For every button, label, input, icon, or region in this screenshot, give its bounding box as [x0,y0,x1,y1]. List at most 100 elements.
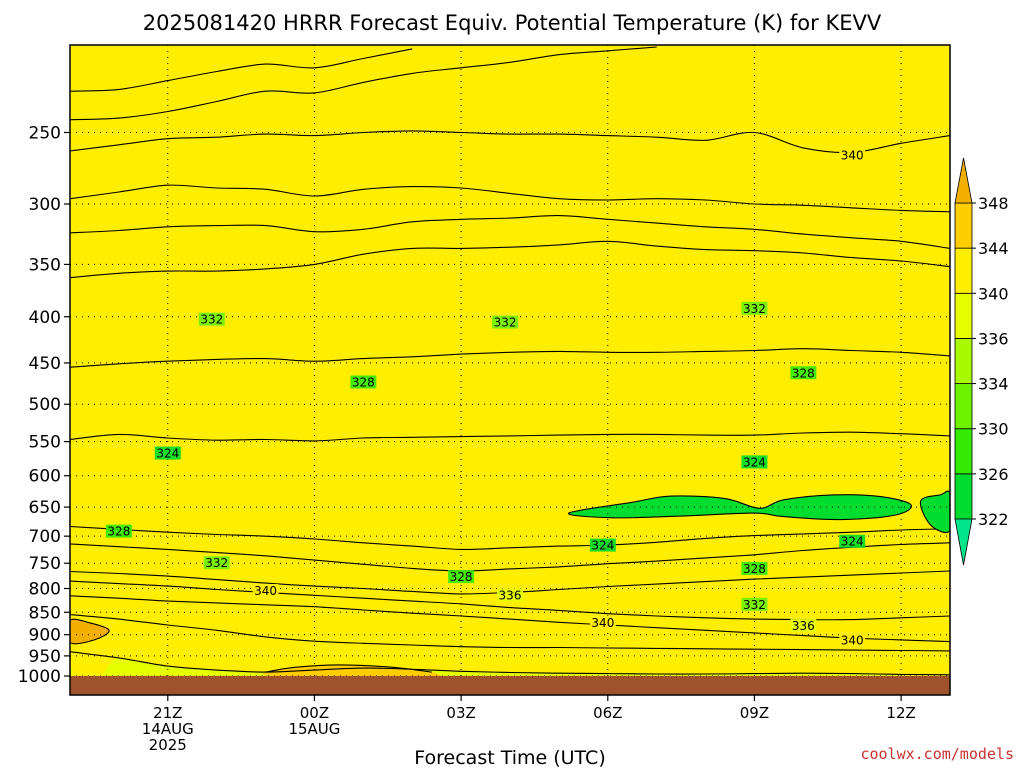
contour-label-text: 328 [352,375,375,389]
contour-label-text: 340 [841,148,864,162]
x-tick-label: 14AUG [142,720,194,738]
y-tick-label: 350 [29,255,61,275]
colorbar-extend-bottom [954,518,973,566]
contour-label: 340 [839,633,866,648]
contour-label: 332 [198,312,225,327]
y-tick-label: 550 [29,433,61,453]
y-tick-label: 250 [29,123,61,143]
contour-label: 328 [105,524,132,539]
contour-band-14 [70,45,950,695]
contour-label: 332 [492,315,519,330]
contour-label-bg [252,583,279,597]
contour-label: 332 [741,301,768,316]
y-tick-label: 800 [29,580,61,600]
colorbar: 322 326 330 334 336 340 344 348 [954,157,1009,566]
chart-title: 2025081420 HRRR Forecast Equiv. Potentia… [143,11,882,35]
contour-line-0 [70,48,413,92]
colorbar-label: 344 [978,239,1009,258]
contour-label-text: 328 [792,366,815,380]
x-tick-label: 03Z [446,704,475,722]
y-tick-label: 950 [29,647,61,667]
contour-label-bg [839,633,866,647]
contour-label-bg [589,615,616,629]
contour-label-text: 332 [205,556,228,570]
y-tick-label: 300 [29,195,61,215]
contour-label-bg [154,446,181,460]
contour-label-bg [790,618,817,632]
contour-line-4 [70,215,950,249]
colorbar-block [954,202,973,249]
x-tick-label: 09Z [740,704,769,722]
contour-label-text: 332 [200,313,223,327]
contour-label-text: 340 [254,584,277,598]
contour-label-bg [741,455,768,469]
y-tick-label: 500 [29,395,61,415]
plot-area [70,45,950,695]
colorbar-block [954,247,973,294]
y-tick-label: 400 [29,308,61,328]
contour-label-text: 332 [494,316,517,330]
contour-label-bg [492,315,519,329]
x-tick-label: 15AUG [288,720,340,738]
colorbar-label: 330 [978,420,1009,439]
contour-line-7 [70,431,950,442]
contour-fill-layer [70,45,950,695]
contour-label-text: 340 [841,634,864,648]
contour-label-text: 328 [450,570,473,584]
contour-line-3 [70,184,950,213]
contour-line-6 [70,348,950,368]
contour-label-bg [203,556,230,570]
contour-line-2 [70,130,950,154]
colorbar-block [954,473,973,520]
credit-link[interactable]: coolwx.com/models [860,745,1014,763]
colorbar-block [954,383,973,430]
contour-cell-0 [568,494,912,521]
contour-label: 332 [741,597,768,612]
colorbar-block [954,428,973,475]
x-tick-label: 12Z [886,704,915,722]
x-tick-label: 06Z [593,704,622,722]
contour-label: 328 [790,366,817,380]
y-tick-label: 1000 [18,667,61,687]
contour-label: 324 [589,538,616,553]
contour-label: 328 [741,561,768,576]
contour-label-text: 340 [591,616,614,630]
ground-surface [70,676,950,695]
y-tick-label: 650 [29,498,61,518]
contour-label-text: 324 [591,539,614,553]
colorbar-label: 348 [978,194,1009,213]
contour-line-5 [70,240,950,279]
x-axis-label: Forecast Time (UTC) [414,747,605,768]
colorbar-block [954,338,973,384]
contour-label-layer: 340 332 332 332 328 328 324 324 324 324 328 328 328 3… [105,148,866,648]
contour-label-text: 328 [107,525,130,539]
colorbar-label: 340 [978,284,1009,303]
contour-label: 332 [203,556,230,570]
y-tick-label: 700 [29,527,61,547]
contour-label-bg [350,375,377,389]
contour-label: 340 [839,148,866,162]
contour-label-bg [790,366,817,380]
contour-label: 340 [252,583,279,598]
contour-label-text: 328 [743,562,766,576]
contour-label-bg [497,588,523,602]
contour-label-bg [741,301,768,315]
contour-label-bg [839,534,866,548]
contour-label-text: 324 [156,447,179,461]
contour-label-bg [589,538,616,552]
contour-line-13 [70,614,950,652]
y-tick-label: 750 [29,554,61,574]
contour-line-9 [70,542,950,572]
contour-label-text: 332 [743,302,766,316]
x-tick-label: 00Z [300,704,329,722]
contour-label: 336 [497,588,523,602]
contour-line-15 [265,664,432,673]
contour-label-bg [105,524,132,538]
contour-label: 336 [790,618,817,633]
contour-label-text: 336 [499,588,522,602]
colorbar-extend-top [954,157,973,204]
contour-label-text: 324 [743,455,766,469]
contour-line-8 [70,525,950,550]
